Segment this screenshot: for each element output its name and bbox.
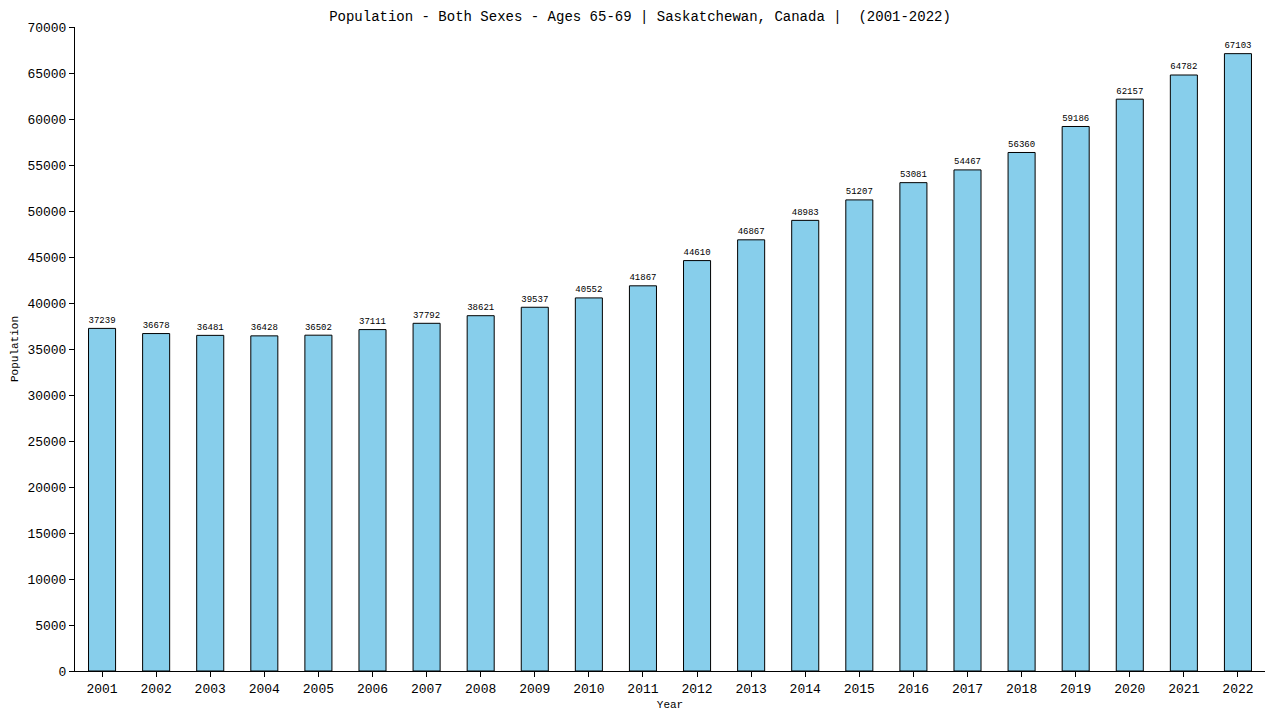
svg-text:51207: 51207 [846,187,873,197]
svg-text:2021: 2021 [1168,682,1199,697]
svg-text:56360: 56360 [1008,140,1035,150]
svg-text:60000: 60000 [27,113,66,128]
svg-text:40552: 40552 [575,284,602,295]
svg-text:36502: 36502 [305,323,332,333]
svg-text:59186: 59186 [1062,114,1089,124]
svg-text:67103: 67103 [1224,40,1251,51]
svg-text:2009: 2009 [519,682,550,697]
svg-text:36678: 36678 [143,320,170,331]
svg-text:2002: 2002 [141,682,172,697]
svg-text:2004: 2004 [249,682,280,697]
svg-text:2010: 2010 [573,682,604,697]
svg-text:53081: 53081 [900,170,927,180]
svg-text:46867: 46867 [738,226,765,237]
svg-text:2012: 2012 [681,682,712,697]
svg-text:5000: 5000 [35,619,66,634]
svg-text:2020: 2020 [1114,682,1145,697]
svg-text:2007: 2007 [411,682,442,697]
svg-text:64782: 64782 [1170,61,1197,72]
svg-text:2017: 2017 [952,682,983,697]
svg-text:50000: 50000 [27,205,66,220]
svg-text:39537: 39537 [521,294,548,305]
svg-text:Year: Year [657,699,683,711]
svg-text:2022: 2022 [1222,682,1253,697]
svg-text:0: 0 [59,665,67,680]
svg-text:65000: 65000 [27,67,66,82]
svg-text:36481: 36481 [197,322,224,333]
svg-text:36428: 36428 [251,323,278,333]
svg-text:2006: 2006 [357,682,388,697]
svg-text:35000: 35000 [27,343,66,358]
svg-text:38621: 38621 [467,303,494,313]
svg-text:62157: 62157 [1116,86,1143,97]
svg-text:30000: 30000 [27,389,66,404]
svg-text:37792: 37792 [413,311,440,321]
svg-text:41867: 41867 [629,272,656,283]
svg-text:48983: 48983 [792,207,819,218]
svg-text:Population - Both Sexes - Ages: Population - Both Sexes - Ages 65-69 | S… [329,9,951,25]
svg-text:10000: 10000 [27,573,66,588]
svg-text:2011: 2011 [627,682,658,697]
svg-text:2005: 2005 [303,682,334,697]
svg-text:2013: 2013 [736,682,767,697]
svg-text:20000: 20000 [27,481,66,496]
svg-text:37239: 37239 [89,315,116,326]
svg-text:54467: 54467 [954,157,981,167]
svg-text:55000: 55000 [27,159,66,174]
svg-text:45000: 45000 [27,251,66,266]
svg-text:37111: 37111 [359,317,386,327]
svg-text:2008: 2008 [465,682,496,697]
svg-text:44610: 44610 [684,247,711,258]
svg-text:2003: 2003 [195,682,226,697]
svg-text:Population: Population [9,316,21,382]
svg-text:70000: 70000 [27,21,66,36]
svg-text:15000: 15000 [27,527,66,542]
svg-text:2016: 2016 [898,682,929,697]
svg-text:25000: 25000 [27,435,66,450]
svg-text:2001: 2001 [86,682,117,697]
svg-text:2014: 2014 [790,682,821,697]
svg-text:2015: 2015 [844,682,875,697]
svg-text:40000: 40000 [27,297,66,312]
svg-text:2019: 2019 [1060,682,1091,697]
svg-text:2018: 2018 [1006,682,1037,697]
